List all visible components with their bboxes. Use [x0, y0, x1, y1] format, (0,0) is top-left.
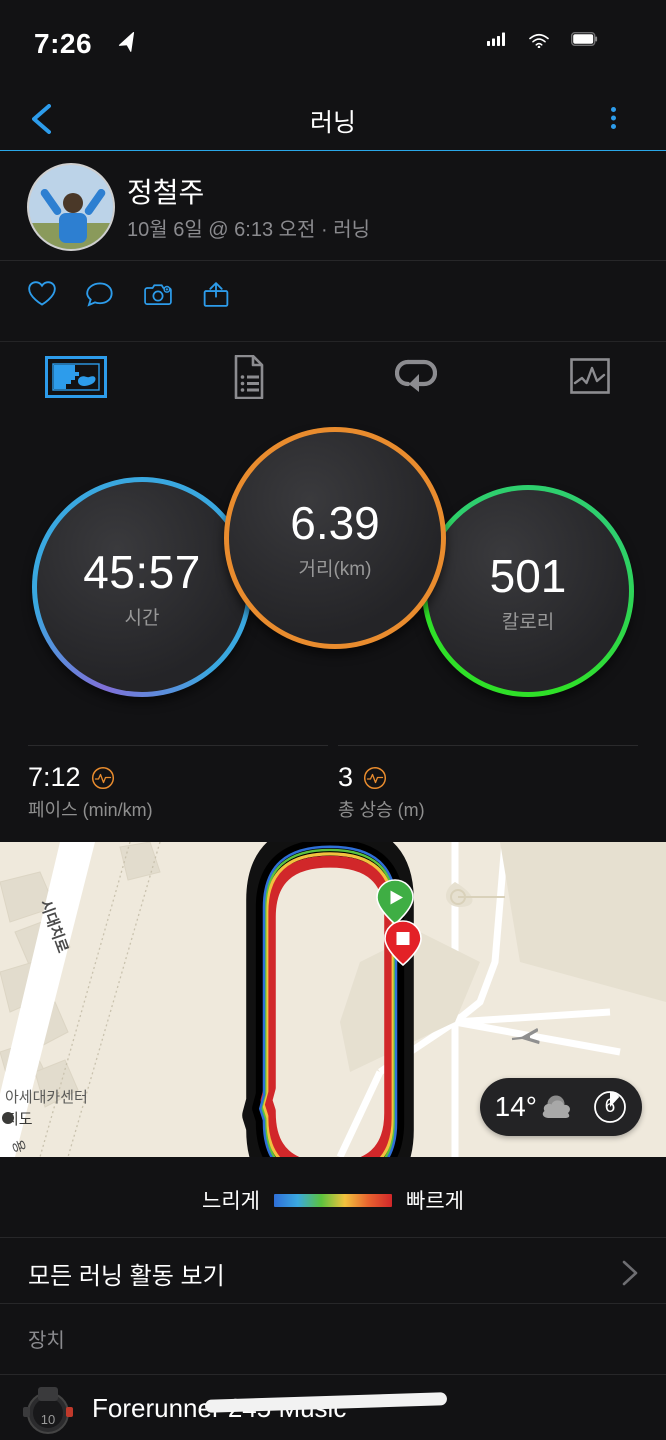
svg-text:아세대카센터: 아세대카센터: [5, 1089, 88, 1106]
svg-text:10: 10: [41, 1412, 55, 1427]
